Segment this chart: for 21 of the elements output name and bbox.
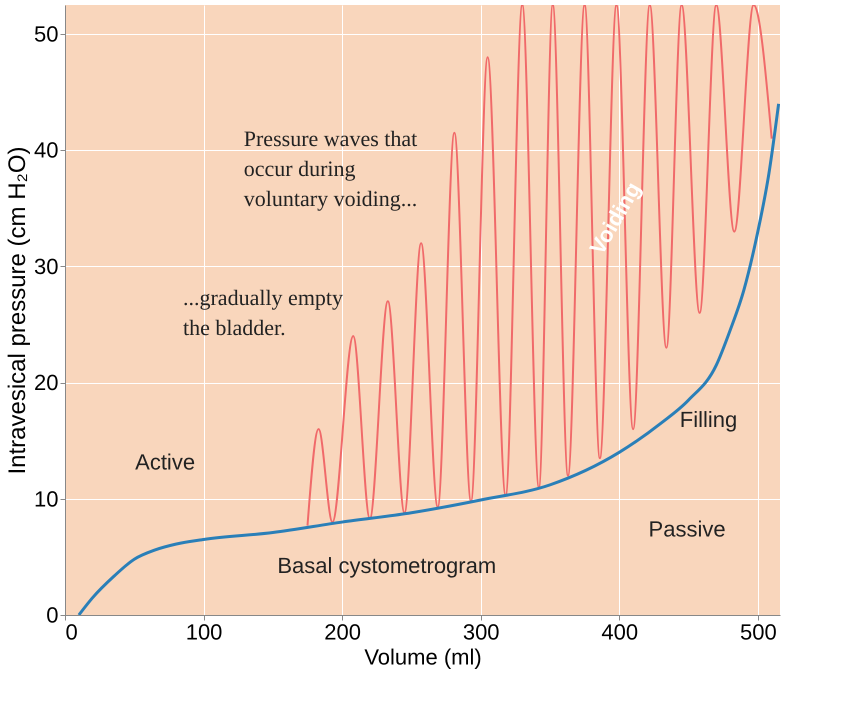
y-axis-title: Intravesical pressure (cm H₂O) [4, 146, 32, 475]
line-series [77, 102, 780, 615]
annotation: Basal cystometrogram [277, 553, 496, 578]
x-tick-label: 0 [66, 620, 78, 644]
y-tick-label: 20 [34, 370, 58, 396]
x-tick-label: 200 [324, 620, 361, 644]
x-tick-label: 400 [601, 620, 638, 644]
x-axis-title: Volume (ml) [364, 644, 482, 670]
y-tick-label: 50 [34, 22, 58, 47]
y-tick-label: 30 [34, 254, 58, 279]
annotation: Filling [680, 406, 738, 432]
x-tick-label: 300 [462, 620, 500, 644]
annotation: ...gradually empty the bladder. [182, 284, 344, 340]
y-tick-label: 0 [46, 602, 58, 628]
annotation: Passive [648, 516, 726, 542]
annotation: Pressure waves that occur during voluntary voiding... [244, 126, 418, 212]
annotation: Active [135, 450, 196, 474]
x-tick-label: 100 [186, 620, 222, 644]
x-tick-label: 500 [740, 620, 777, 644]
y-tick-label: 10 [34, 486, 58, 512]
y-tick-label: 40 [34, 138, 58, 163]
